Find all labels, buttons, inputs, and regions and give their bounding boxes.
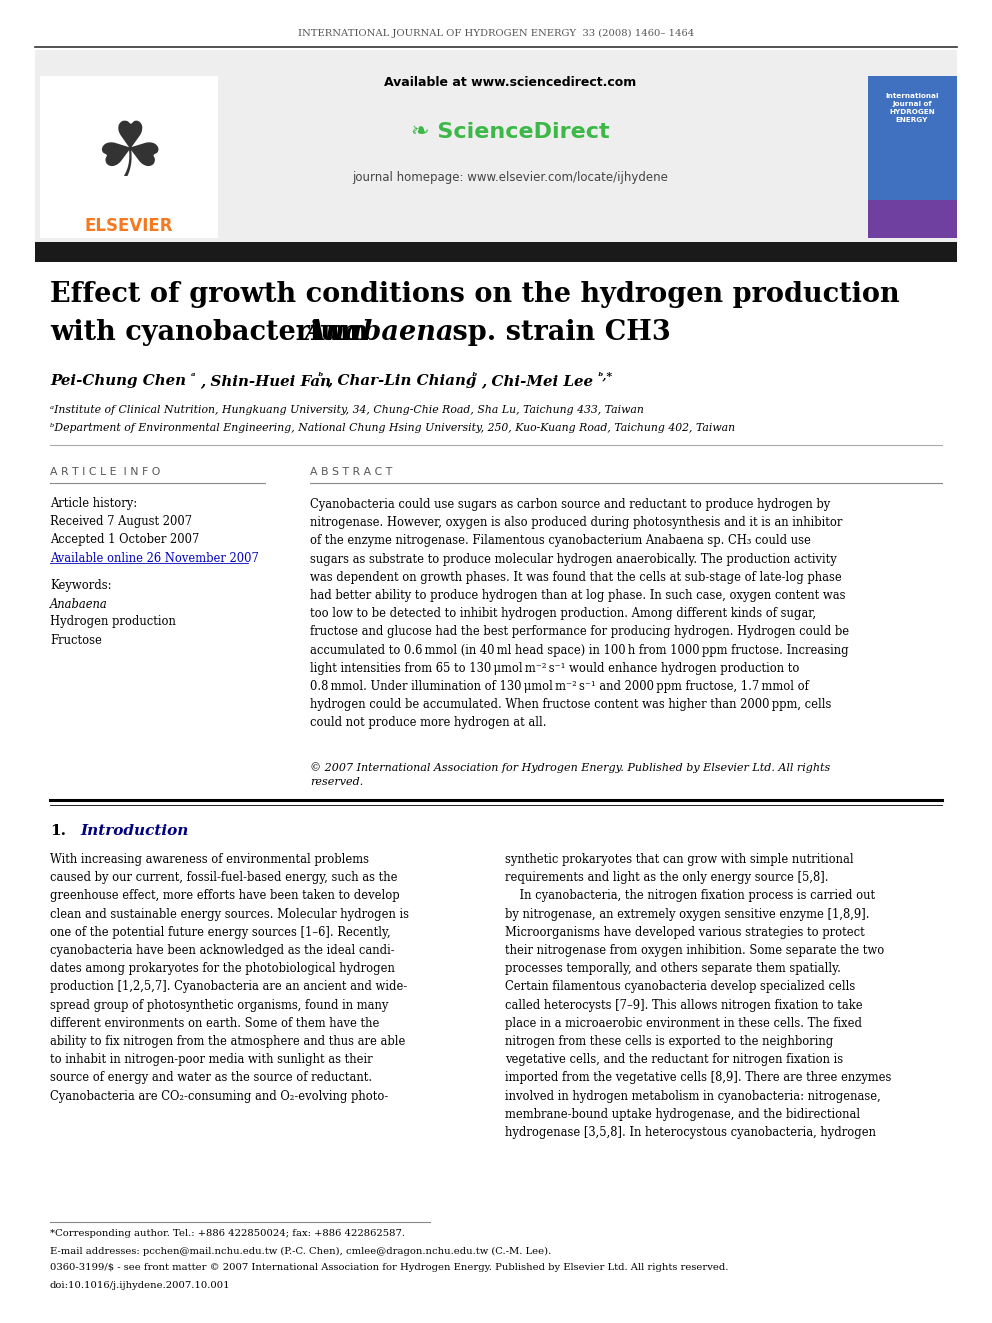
Text: Keywords:: Keywords: [50,578,111,591]
Text: synthetic prokaryotes that can grow with simple nutritional
requirements and lig: synthetic prokaryotes that can grow with… [505,853,892,1139]
Text: with cyanobacterium: with cyanobacterium [50,319,378,347]
Text: With increasing awareness of environmental problems
caused by our current, fossi: With increasing awareness of environment… [50,853,409,1102]
Bar [868,75,957,200]
Text: ᵃ: ᵃ [191,370,195,381]
Text: , Chi-Mei Lee: , Chi-Mei Lee [481,374,593,388]
Text: ᵇ: ᵇ [472,370,477,381]
Text: INTERNATIONAL JOURNAL OF HYDROGEN ENERGY  33 (2008) 1460– 1464: INTERNATIONAL JOURNAL OF HYDROGEN ENERGY… [298,28,694,37]
Text: Anabaena: Anabaena [304,319,453,347]
Text: Accepted 1 October 2007: Accepted 1 October 2007 [50,533,199,546]
Text: Received 7 August 2007: Received 7 August 2007 [50,516,192,528]
Text: ᵇDepartment of Environmental Engineering, National Chung Hsing University, 250, : ᵇDepartment of Environmental Engineering… [50,423,735,433]
Text: , Shin-Huei Fan: , Shin-Huei Fan [200,374,331,388]
Text: Introduction: Introduction [80,824,188,837]
Text: © 2007 International Association for Hydrogen Energy. Published by Elsevier Ltd.: © 2007 International Association for Hyd… [310,762,830,787]
Text: 1.: 1. [50,824,66,837]
Text: Available online 26 November 2007: Available online 26 November 2007 [50,553,259,565]
Text: , Char-Lin Chiang: , Char-Lin Chiang [327,374,476,388]
Text: ELSEVIER: ELSEVIER [84,217,174,235]
Bar [40,75,218,238]
Text: ☘: ☘ [95,118,164,192]
Text: Available at www.sciencedirect.com: Available at www.sciencedirect.com [384,75,636,89]
Text: Cyanobacteria could use sugars as carbon source and reductant to produce hydroge: Cyanobacteria could use sugars as carbon… [310,497,849,729]
Text: Pei-Chung Chen: Pei-Chung Chen [50,374,186,388]
Text: Effect of growth conditions on the hydrogen production: Effect of growth conditions on the hydro… [50,282,900,308]
Text: Article history:: Article history: [50,497,137,511]
Text: International
Journal of
HYDROGEN
ENERGY: International Journal of HYDROGEN ENERGY [885,93,938,123]
Bar [35,242,957,262]
Text: ᵇ,*: ᵇ,* [598,370,613,381]
Text: doi:10.1016/j.ijhydene.2007.10.001: doi:10.1016/j.ijhydene.2007.10.001 [50,1281,230,1290]
Text: Fructose: Fructose [50,634,102,647]
Text: ❧ ScienceDirect: ❧ ScienceDirect [411,122,609,142]
Text: *Corresponding author. Tel.: +886 422850024; fax: +886 422862587.: *Corresponding author. Tel.: +886 422850… [50,1229,405,1238]
Text: E-mail addresses: pcchen@mail.nchu.edu.tw (P.-C. Chen), cmlee@dragon.nchu.edu.tw: E-mail addresses: pcchen@mail.nchu.edu.t… [50,1246,552,1256]
Text: A B S T R A C T: A B S T R A C T [310,467,392,478]
Bar [868,75,957,238]
Text: ᵇ: ᵇ [318,370,323,381]
Text: journal homepage: www.elsevier.com/locate/ijhydene: journal homepage: www.elsevier.com/locat… [352,172,668,184]
Text: ᵃInstitute of Clinical Nutrition, Hungkuang University, 34, Chung-Chie Road, Sha: ᵃInstitute of Clinical Nutrition, Hungku… [50,405,644,415]
Text: Anabaena: Anabaena [50,598,108,610]
Text: Hydrogen production: Hydrogen production [50,615,176,628]
Text: A R T I C L E  I N F O: A R T I C L E I N F O [50,467,161,478]
Text: sp. strain CH3: sp. strain CH3 [443,319,671,347]
Text: 0360-3199/$ - see front matter © 2007 International Association for Hydrogen Ene: 0360-3199/$ - see front matter © 2007 In… [50,1263,728,1273]
Bar [35,50,957,242]
